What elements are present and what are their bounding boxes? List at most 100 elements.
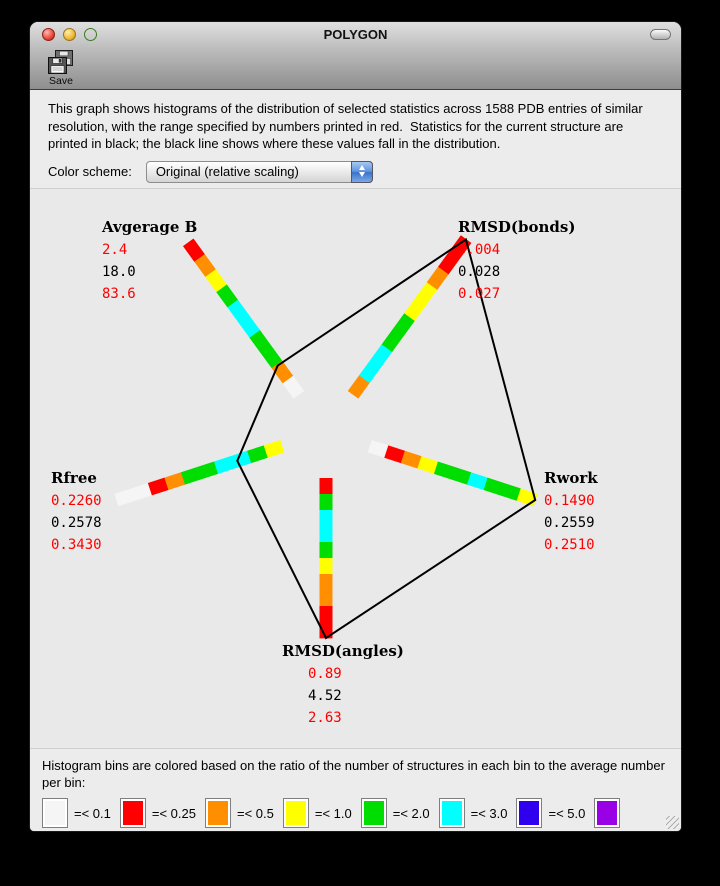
histogram-bin-orange (400, 450, 422, 469)
histogram-bin-red (147, 477, 169, 496)
histogram-bin-yellow (417, 456, 439, 475)
minimize-button[interactable] (63, 28, 76, 41)
histogram-bin-cyan (319, 510, 333, 527)
axis-current-value: 0.2578 (51, 515, 102, 531)
histogram-bin-green (246, 445, 268, 464)
window-title: POLYGON (323, 27, 388, 42)
axis-name: RMSD(angles) (282, 642, 404, 660)
legend-swatch-purple (594, 798, 621, 828)
legend-swatch-blue (516, 798, 543, 828)
histogram-bin-cyan (227, 299, 249, 323)
polygon-chart: Avgerage B 2.4 18.0 83.6 RMSD(bonds) 0.004 0.0… (30, 189, 681, 748)
histogram-bin-green (216, 284, 238, 308)
histogram-bin-cyan (370, 344, 393, 368)
histogram-bin-red (319, 622, 333, 639)
axis-current-value: 4.52 (308, 688, 342, 704)
histogram-bin-white (114, 488, 136, 507)
histogram-bin-red (384, 445, 406, 464)
axis-range-max: 0.027 (458, 286, 501, 302)
axis-range-max: 0.2510 (544, 537, 595, 553)
histogram-bin-yellow (516, 488, 538, 507)
histogram-bin-yellow (205, 268, 227, 293)
color-scheme-select[interactable]: Original (relative scaling) (145, 160, 373, 183)
axis-label-rmsd-angles: RMSD(angles) 0.89 4.52 2.63 (282, 642, 404, 729)
legend-bin-label: =< 0.5 (236, 805, 274, 821)
histogram-bin-green (180, 466, 202, 485)
legend-swatch-red (119, 798, 146, 828)
axis-label-rwork: Rwork 0.1490 0.2559 0.2510 (544, 469, 598, 556)
axis-name: RMSD(bonds) (458, 218, 576, 236)
save-button[interactable]: Save (38, 50, 84, 87)
histogram-bin-yellow (263, 440, 285, 458)
resize-grip[interactable] (666, 816, 679, 829)
legend-bin-label: =< 3.0 (470, 805, 508, 821)
histogram-bin-orange (319, 590, 333, 607)
histogram-bin-green (197, 461, 219, 480)
legend-swatch-white (42, 798, 68, 828)
histogram-bin-cyan (213, 456, 235, 475)
axis-current-value: 0.2559 (544, 515, 595, 531)
histogram-bin-green (450, 466, 472, 485)
histogram-bin-white (367, 440, 389, 458)
axis-label-rmsd-bonds: RMSD(bonds) 0.004 0.028 0.027 (458, 218, 575, 305)
axis-name: Rfree (51, 469, 97, 487)
close-button[interactable] (42, 28, 55, 41)
histogram-bin-green (319, 542, 333, 559)
axis-bar-rmsd-angles (319, 478, 333, 639)
polygon-window: POLYGON Save This graph shows histograms… (30, 22, 681, 831)
histogram-bin-orange (319, 574, 333, 591)
histogram-bin-red (319, 606, 333, 623)
axis-label-rfree: Rfree 0.2260 0.2578 0.3430 (51, 469, 102, 556)
legend-swatch-orange (204, 798, 231, 828)
legend-panel: Histogram bins are colored based on the … (30, 748, 681, 831)
legend-bin-label: =< 2.0 (392, 805, 430, 821)
toolbar-toggle-button[interactable] (650, 29, 671, 40)
axis-range-min: 0.89 (308, 666, 342, 682)
legend-bin-label: =< 1.0 (314, 805, 352, 821)
legend-swatch-green (360, 798, 387, 828)
color-scheme-label: Color scheme: (48, 164, 132, 179)
histogram-bin-cyan (467, 472, 488, 491)
histogram-bin-white (282, 375, 305, 399)
axis-range-min: 2.4 (102, 242, 128, 258)
axis-range-min: 0.1490 (544, 493, 595, 509)
legend-swatch-yellow (282, 798, 309, 828)
histogram-bin-green (260, 345, 283, 369)
legend-bin-label: =< 5.0 (548, 805, 586, 821)
titlebar[interactable]: POLYGON (30, 22, 681, 47)
color-scheme-selected-value: Original (relative scaling) (155, 163, 299, 179)
histogram-bin-red (319, 478, 333, 495)
histogram-bin-green (433, 461, 455, 480)
axis-name: Avgerage B (102, 218, 198, 236)
description-text: This graph shows histograms of the distr… (48, 101, 643, 151)
histogram-bin-cyan (359, 359, 382, 384)
legend-text: Histogram bins are colored based on the … (42, 758, 665, 790)
histogram-bin-yellow (415, 281, 438, 306)
histogram-bin-green (381, 328, 404, 353)
histogram-bin-orange (347, 375, 370, 399)
axis-bar-rmsd-bonds (347, 235, 472, 399)
histogram-bin-orange (426, 266, 449, 290)
axis-name: Rwork (544, 469, 598, 487)
axis-range-max: 0.3430 (51, 537, 102, 553)
histogram-bin-cyan (319, 526, 333, 543)
popup-stepper-icon (350, 160, 373, 183)
axis-range-min: 0.004 (458, 242, 501, 258)
axis-current-value: 18.0 (102, 264, 136, 280)
histogram-bin-green (319, 494, 333, 511)
histogram-bin-cyan (238, 314, 261, 338)
floppy-disk-icon (48, 50, 73, 74)
axis-range-min: 0.2260 (51, 493, 102, 509)
axis-bar-rwork (367, 440, 538, 507)
axis-bar-rfree (114, 440, 285, 507)
histogram-bin-green (500, 483, 522, 501)
histogram-bin-green (483, 477, 505, 496)
zoom-button[interactable] (84, 28, 97, 41)
histogram-bin-white (130, 483, 152, 501)
histogram-bin-orange (164, 472, 185, 491)
histogram-bin-red (438, 250, 461, 275)
histogram-bin-orange (271, 360, 294, 384)
axis-current-value: 0.028 (458, 264, 501, 280)
legend-swatch-cyan (438, 798, 465, 828)
legend-bin-label: =< 0.1 (74, 805, 111, 821)
